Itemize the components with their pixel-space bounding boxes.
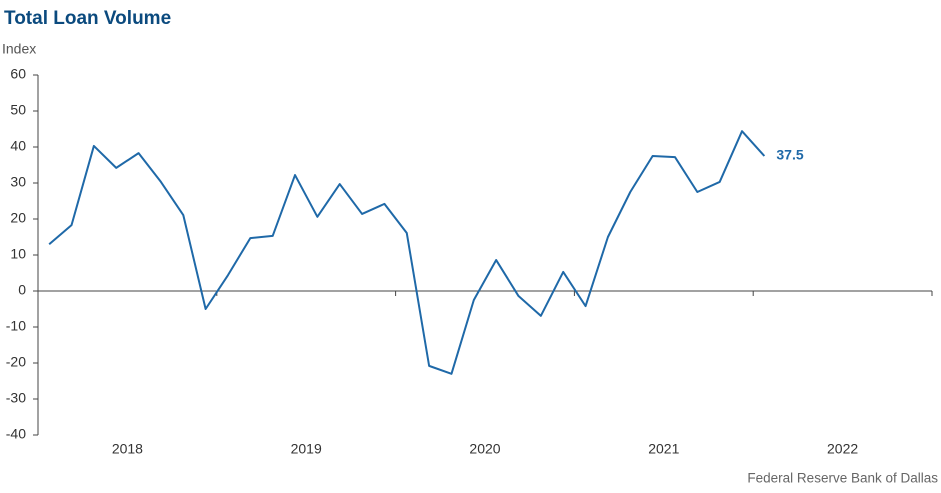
- y-tick-label: -20: [6, 354, 26, 370]
- y-tick-label: 30: [10, 174, 26, 190]
- y-axis-label: Index: [2, 41, 36, 57]
- x-tick-label: 2022: [827, 441, 858, 457]
- y-tick-label: -40: [6, 426, 26, 442]
- y-tick-label: 40: [10, 138, 26, 154]
- y-tick-label: 20: [10, 210, 26, 226]
- x-tick-label: 2021: [648, 441, 679, 457]
- y-tick-label: 0: [18, 282, 26, 298]
- value-label: 37.5: [776, 147, 803, 163]
- chart-title: Total Loan Volume: [4, 8, 171, 29]
- y-tick-label: 50: [10, 102, 26, 118]
- y-tick-label: 10: [10, 246, 26, 262]
- x-tick-label: 2018: [112, 441, 143, 457]
- x-tick-label: 2020: [469, 441, 500, 457]
- line-series: [48, 130, 766, 375]
- y-tick-label: -30: [6, 390, 26, 406]
- y-tick-label: 60: [10, 66, 26, 82]
- source: Federal Reserve Bank of Dallas: [747, 471, 938, 486]
- x-tick-label: 2019: [291, 441, 322, 457]
- y-tick-label: -10: [6, 318, 26, 334]
